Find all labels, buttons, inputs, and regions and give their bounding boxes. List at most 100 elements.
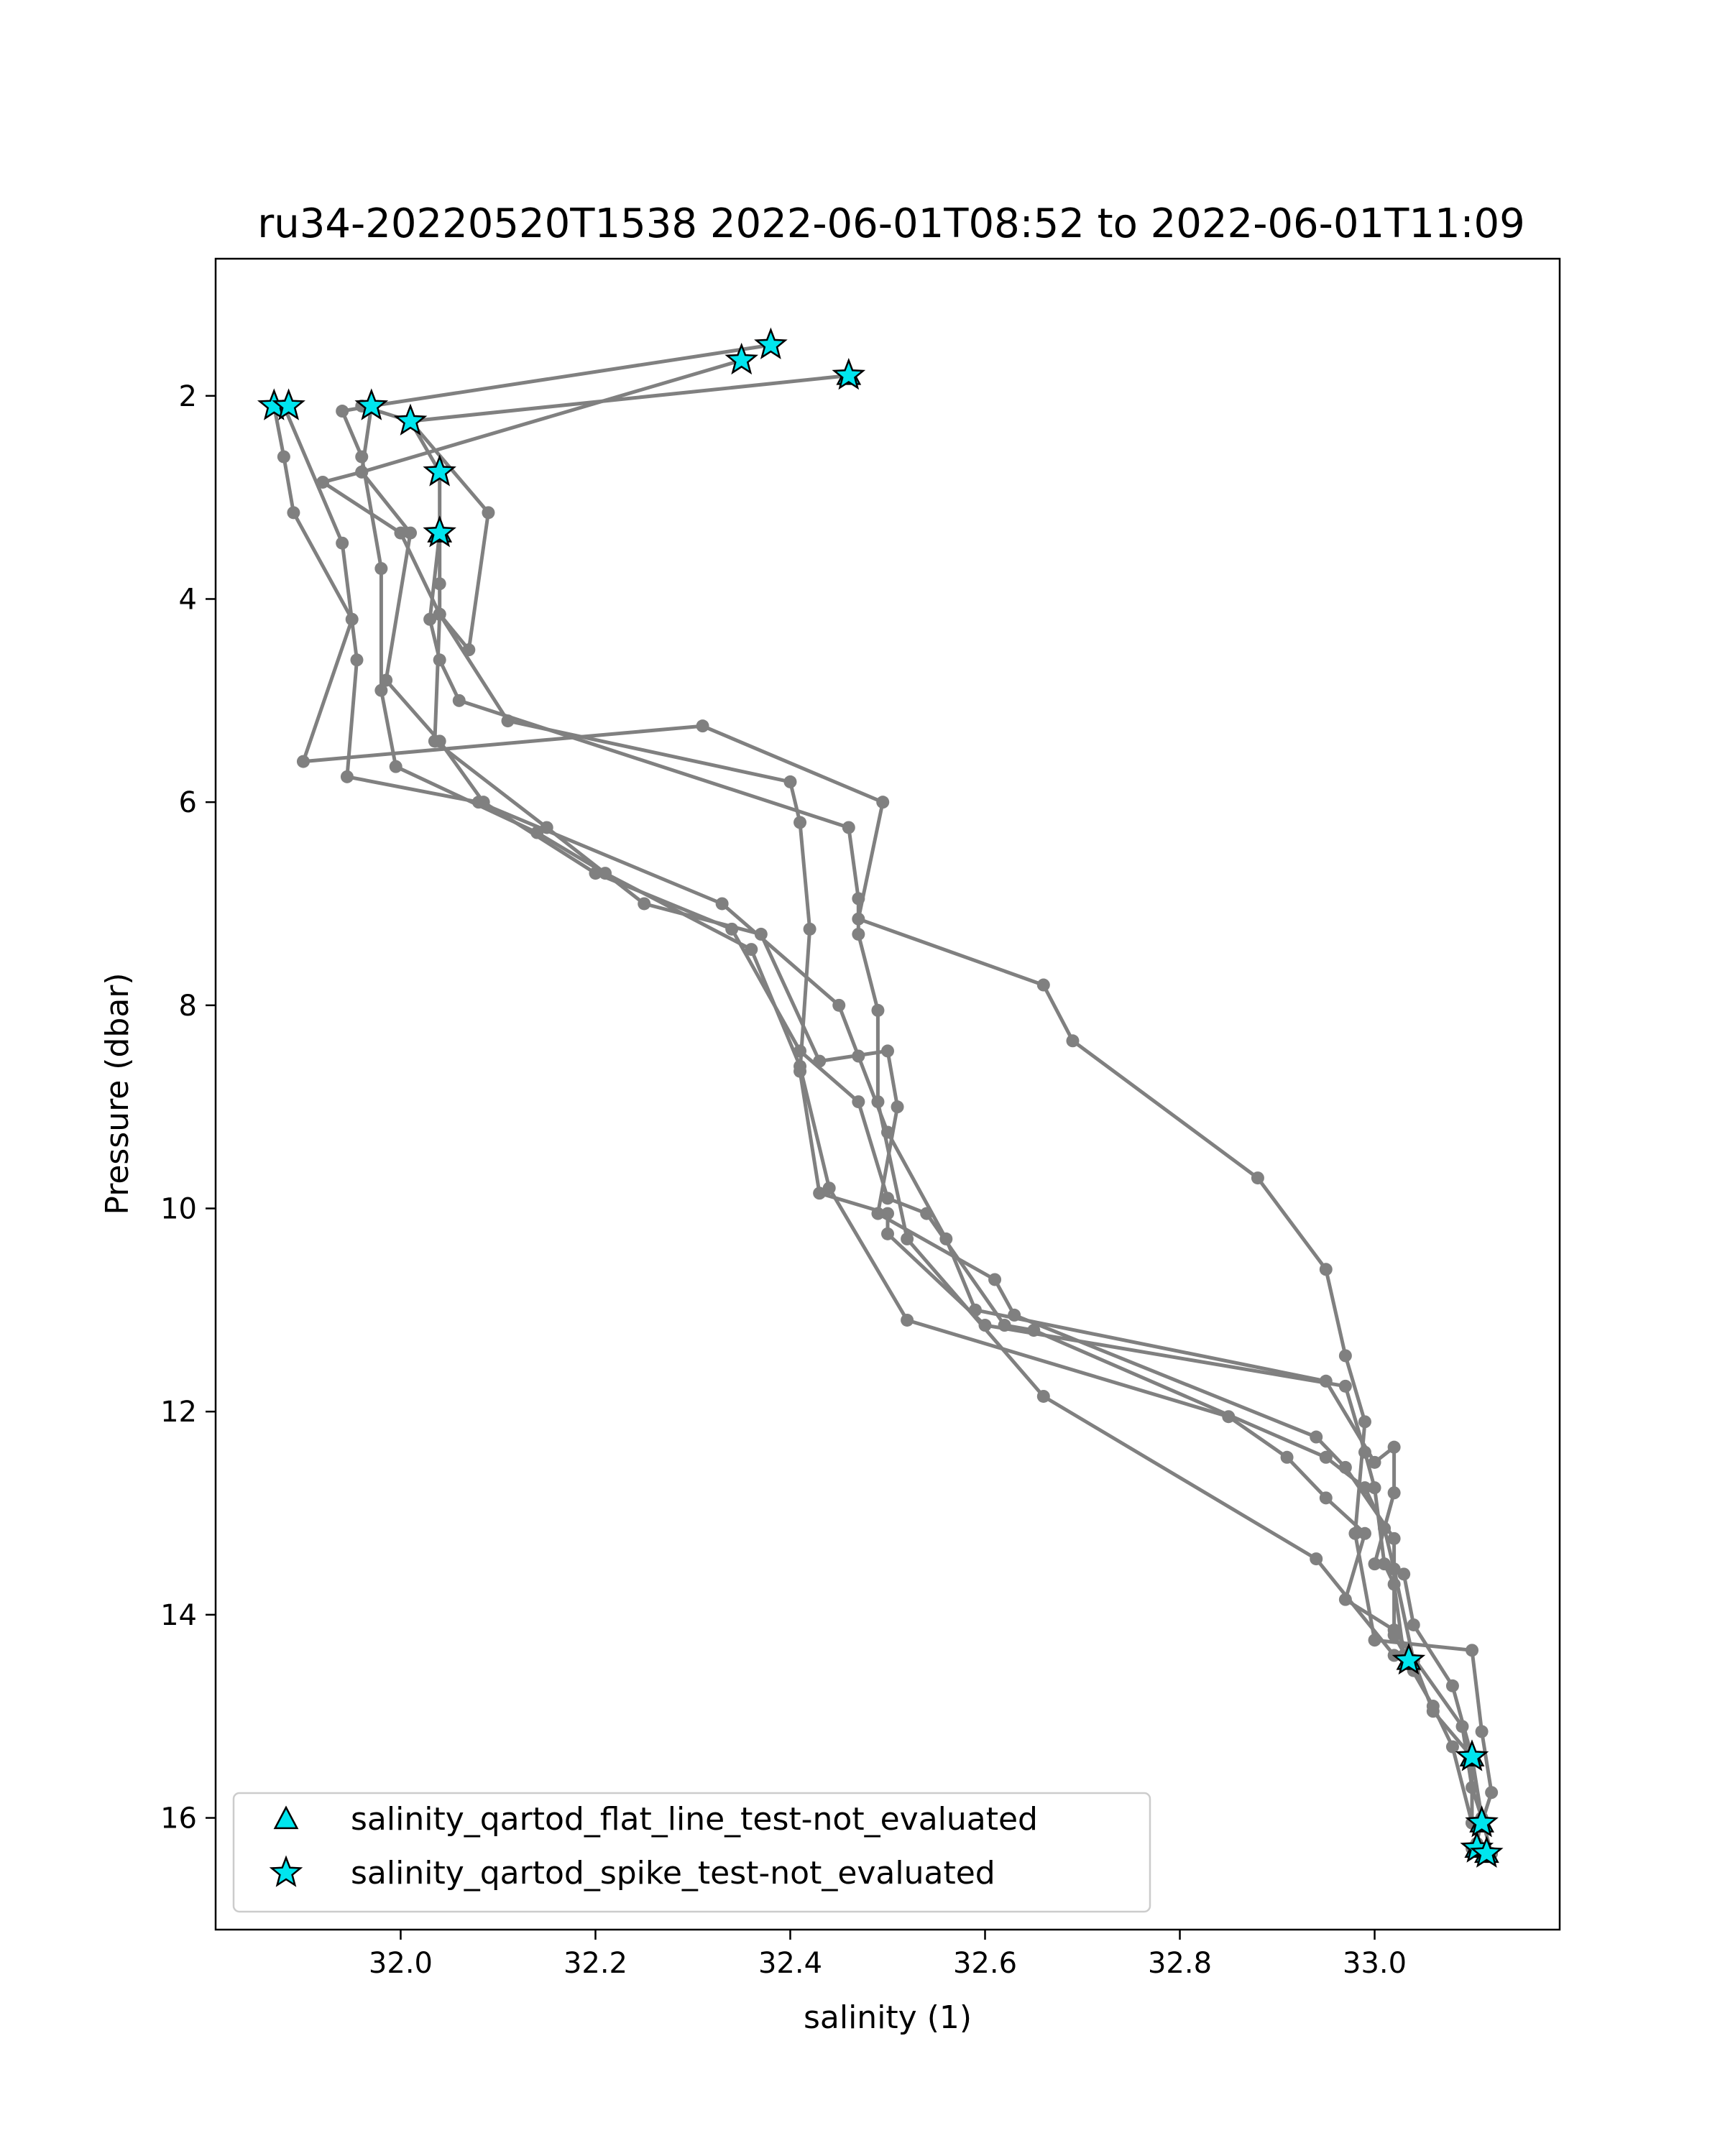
data-point [345, 612, 359, 626]
data-point [852, 912, 865, 926]
spike-flag-marker [423, 454, 456, 487]
data-point [832, 998, 846, 1012]
data-point [277, 450, 290, 464]
spike-flag-marker [724, 342, 759, 375]
data-point [754, 927, 768, 941]
profile-line [408, 374, 1396, 1657]
data-point [1338, 1349, 1352, 1363]
data-point [1251, 1171, 1264, 1185]
profile-line [340, 343, 1484, 1844]
x-axis-label: salinity (1) [804, 1999, 972, 2036]
data-point [1378, 1557, 1392, 1571]
data-point [1338, 1593, 1352, 1606]
data-point [1358, 1481, 1371, 1495]
data-point [1319, 1491, 1333, 1505]
legend: salinity_qartod_flat_line_test-not_evalu… [232, 1792, 1151, 1913]
data-point [1358, 1415, 1371, 1429]
y-tick-label: 14 [160, 1599, 197, 1632]
data-point [1397, 1567, 1411, 1581]
data-point [852, 1095, 865, 1109]
spike-flag-marker [754, 327, 788, 359]
data-point [871, 1207, 885, 1220]
y-tick-label: 8 [179, 990, 197, 1023]
spike-flag-marker [1392, 1643, 1426, 1675]
data-point [1222, 1410, 1236, 1424]
data-point [433, 653, 446, 667]
plot-frame [214, 257, 1561, 1931]
spike-flag-marker [354, 388, 389, 420]
data-point [340, 770, 354, 783]
data-point [530, 826, 544, 839]
data-point [1280, 1450, 1294, 1464]
data-point [1338, 1460, 1352, 1474]
profile-line [359, 405, 1484, 1849]
profile-line [433, 614, 1415, 1672]
legend-label-flat-line: salinity_qartod_flat_line_test-not_evalu… [351, 1801, 1038, 1838]
data-point [783, 775, 797, 788]
data-point [540, 821, 553, 834]
data-point [336, 536, 349, 550]
data-point [1387, 1486, 1401, 1500]
data-point [296, 755, 310, 768]
data-point [852, 927, 865, 941]
plot-flags [257, 327, 1504, 1868]
data-point [428, 734, 441, 748]
data-point [1466, 1781, 1479, 1795]
data-point [1368, 1455, 1381, 1469]
spike-flag-marker [393, 403, 428, 436]
data-point [374, 683, 388, 697]
data-point [1310, 1552, 1323, 1566]
spike-flag-marker [1465, 1805, 1499, 1838]
data-point [501, 714, 515, 728]
data-point [901, 1232, 914, 1245]
data-point [287, 506, 300, 520]
data-point [1387, 1440, 1401, 1454]
data-point [920, 1207, 934, 1220]
data-point [1027, 1324, 1041, 1337]
data-point [1455, 1720, 1469, 1733]
data-point [1368, 1481, 1381, 1495]
data-point [852, 892, 865, 906]
plot-markers [267, 338, 1499, 1860]
y-tick-label: 2 [179, 380, 197, 413]
data-point [876, 796, 890, 809]
profile-line [321, 358, 1474, 1824]
data-point [1426, 1700, 1440, 1713]
data-point [852, 1049, 865, 1063]
data-point [794, 1064, 807, 1078]
data-point [891, 1100, 904, 1114]
data-point [1445, 1740, 1459, 1754]
x-tick-label: 32.2 [564, 1947, 627, 1980]
data-point [1008, 1308, 1021, 1322]
data-point [1036, 1389, 1050, 1403]
data-point [1387, 1577, 1401, 1591]
data-point [599, 867, 612, 880]
data-point [794, 816, 807, 829]
data-point [1407, 1618, 1420, 1631]
data-point [1319, 1263, 1333, 1276]
chart-title: ru34-20220520T1538 2022-06-01T08:52 to 2… [257, 201, 1524, 247]
data-point [745, 943, 758, 957]
data-point [350, 653, 364, 667]
x-tick-label: 32.6 [953, 1947, 1017, 1980]
data-point [881, 1207, 894, 1220]
data-point [1387, 1531, 1401, 1545]
data-point [813, 1187, 827, 1200]
spike-flag-marker [272, 388, 305, 420]
data-point [696, 719, 709, 733]
data-point [1348, 1526, 1362, 1540]
y-tick-label: 10 [160, 1193, 197, 1226]
data-point [374, 562, 388, 576]
x-axis-ticks: 32.0 32.2 32.4 32.6 32.8 33.0 [369, 1930, 1407, 1980]
data-point [871, 1095, 885, 1109]
data-point [1368, 1634, 1381, 1647]
profile-line [282, 405, 1494, 1854]
x-tick-label: 33.0 [1343, 1947, 1407, 1980]
y-axis-ticks: 2 4 6 8 10 12 14 16 [160, 380, 216, 1835]
spike-flag-marker [1470, 1835, 1504, 1868]
data-point [1368, 1557, 1381, 1571]
spike-flag-marker [832, 358, 866, 390]
data-point [1358, 1445, 1371, 1459]
data-point [336, 405, 349, 418]
data-point [1338, 1379, 1352, 1393]
